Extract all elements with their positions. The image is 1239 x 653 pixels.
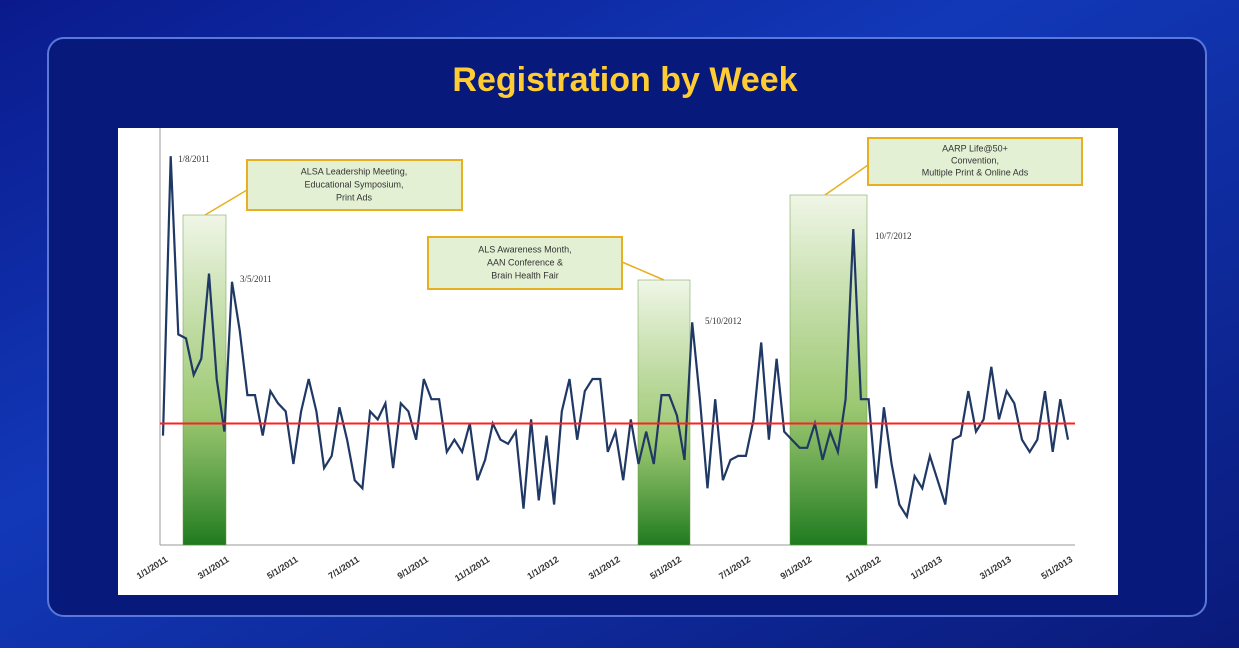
callout-connector bbox=[824, 164, 869, 196]
callout-box bbox=[867, 137, 1083, 186]
marks bbox=[160, 156, 1075, 520]
callout-text: Educational Symposium, bbox=[304, 179, 403, 189]
chart-title: Registration by Week bbox=[452, 61, 797, 99]
point-annotation: 1/8/2011 bbox=[178, 154, 210, 164]
callout-text: Multiple Print & Online Ads bbox=[922, 167, 1029, 177]
callout-text: ALS Awareness Month, bbox=[478, 244, 571, 254]
line-series bbox=[161, 156, 1070, 520]
highlight-band bbox=[637, 279, 691, 546]
point-annotation: 3/5/2011 bbox=[240, 274, 272, 284]
callout-text: AARP Life@50+ bbox=[942, 143, 1008, 153]
highlight-band bbox=[789, 194, 868, 546]
callout-connector bbox=[621, 261, 665, 281]
callout-text: Brain Health Fair bbox=[491, 270, 559, 280]
callout-box bbox=[246, 159, 463, 211]
callout-text: ALSA Leadership Meeting, bbox=[301, 166, 408, 176]
callout-text: AAN Conference & bbox=[487, 257, 563, 267]
point-annotation: 5/10/2012 bbox=[705, 316, 742, 326]
highlight-band bbox=[182, 214, 227, 546]
point-annotation: 10/7/2012 bbox=[875, 231, 912, 241]
callout-text: Print Ads bbox=[336, 192, 373, 202]
callout-text: Convention, bbox=[951, 155, 999, 165]
callout-box bbox=[427, 236, 623, 290]
callout-connector bbox=[204, 189, 248, 216]
